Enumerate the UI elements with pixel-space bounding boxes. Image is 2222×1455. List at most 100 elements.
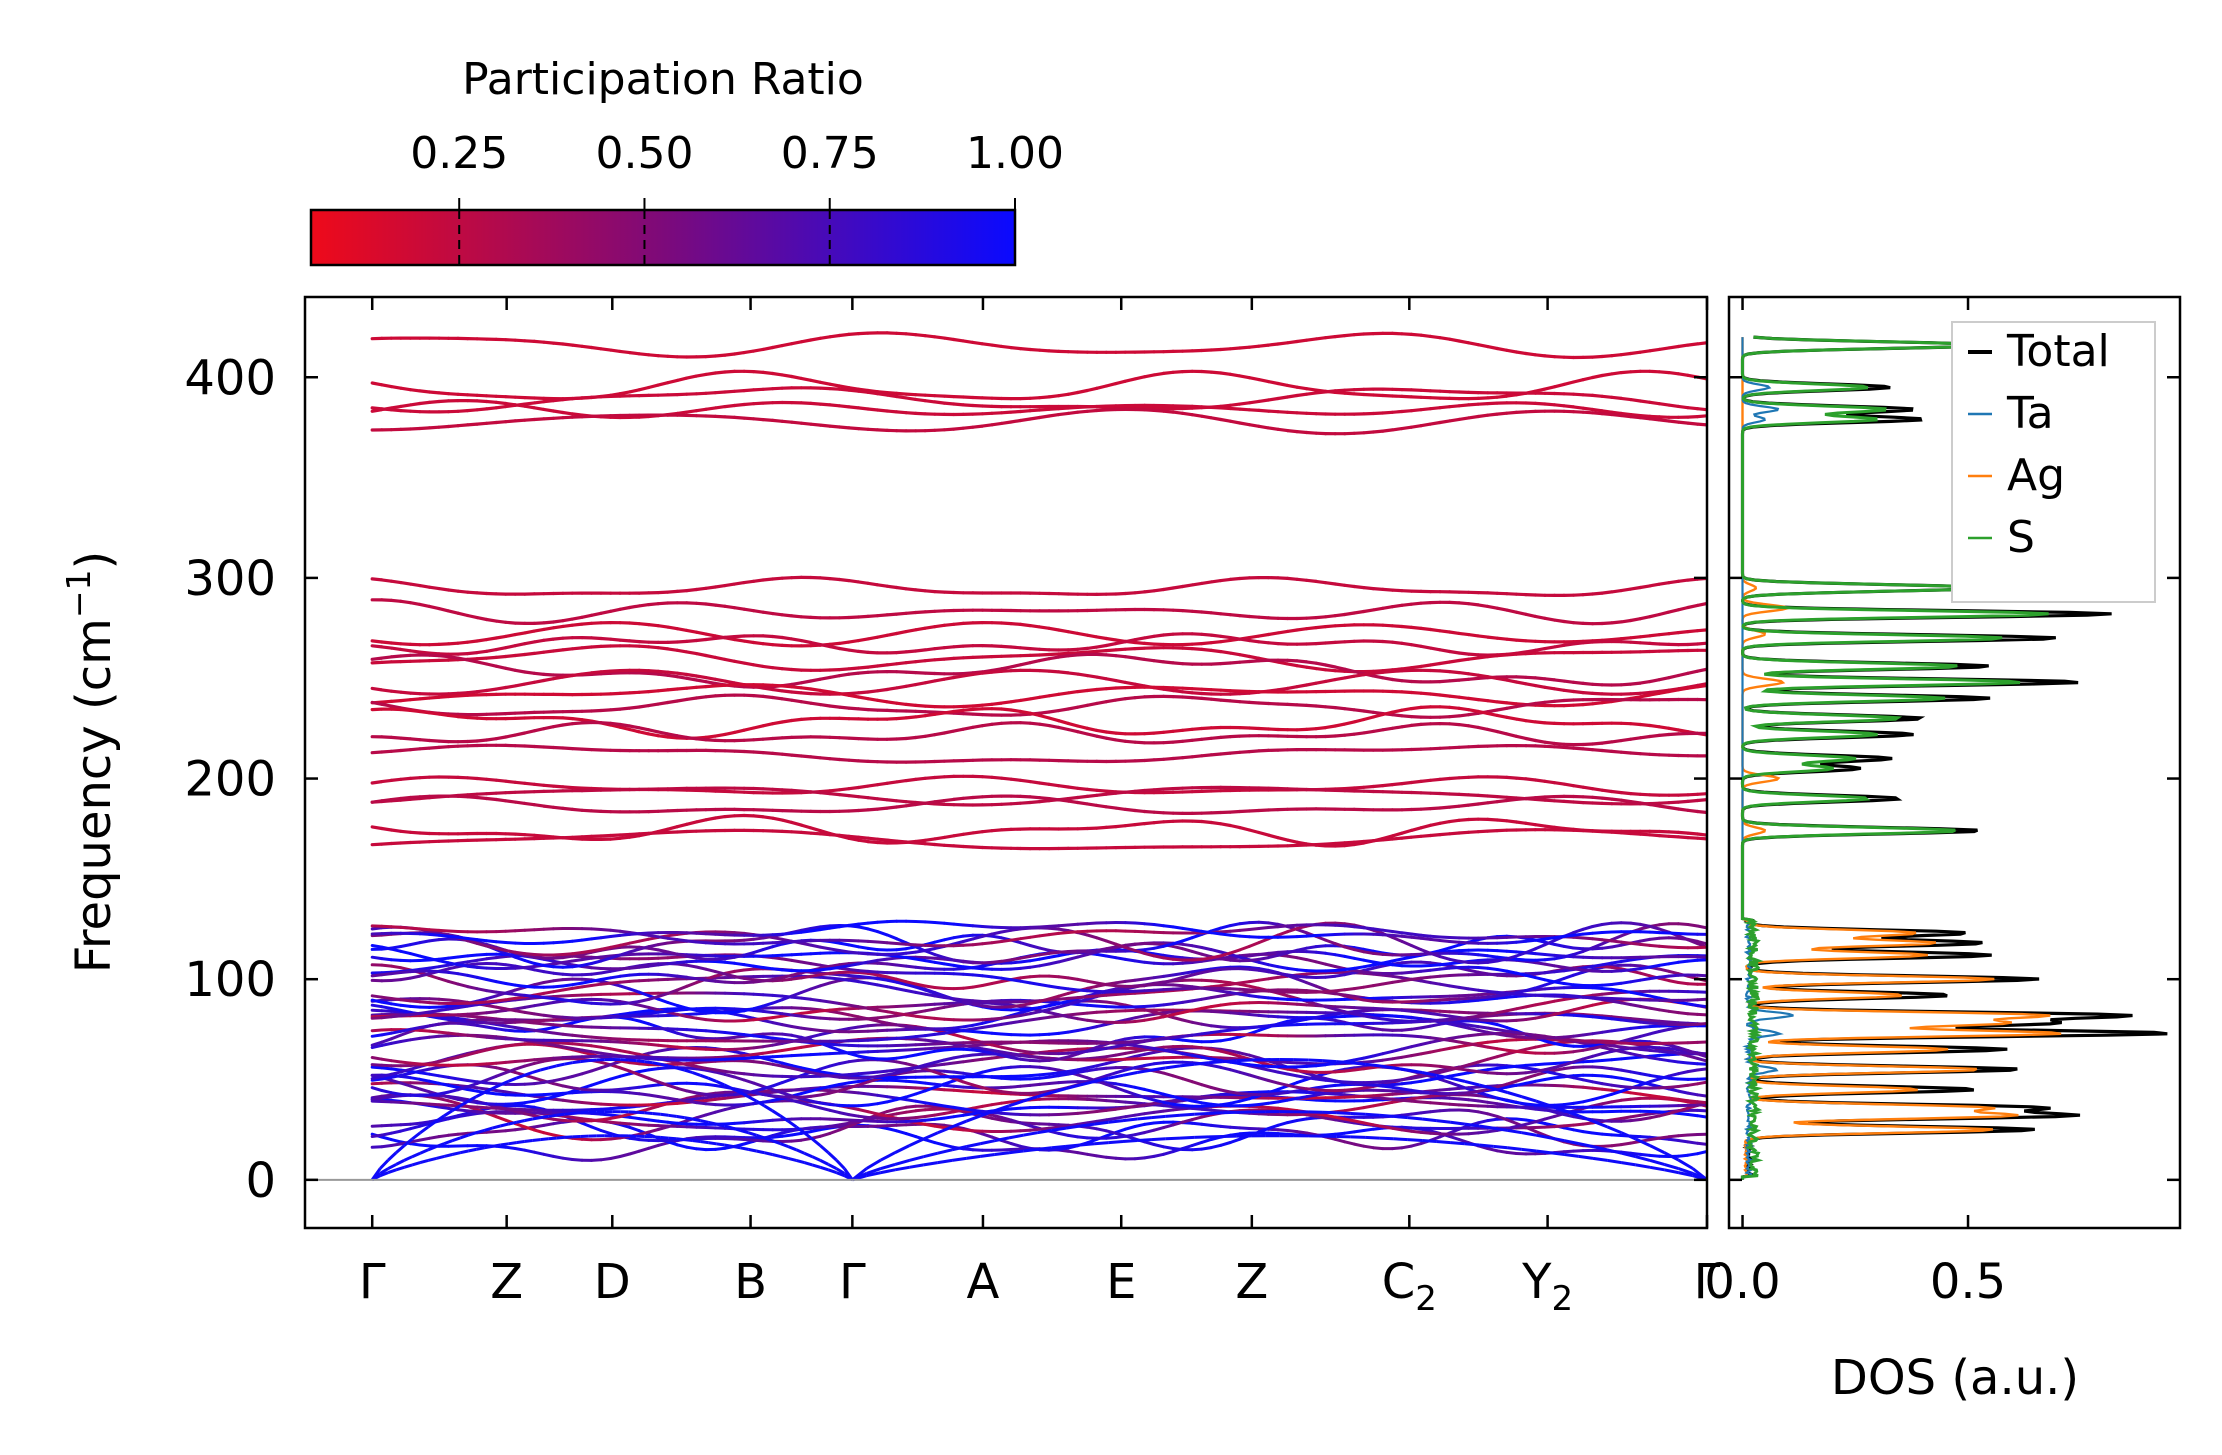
- band-segment: [904, 610, 918, 615]
- band-segment: [704, 406, 718, 411]
- band-segment: [627, 388, 641, 394]
- band-segment: [1695, 422, 1707, 427]
- band-segment: [1686, 342, 1700, 347]
- band-segment: [790, 681, 803, 687]
- band-segment: [904, 715, 918, 720]
- band-segment: [1438, 419, 1452, 425]
- band-segment: [1667, 608, 1681, 614]
- band-segment: [875, 408, 889, 413]
- band-segment: [1400, 706, 1414, 712]
- band-segment: [818, 702, 832, 708]
- band-segment: [1619, 618, 1633, 624]
- band-segment: [1018, 646, 1032, 651]
- band-segment: [904, 670, 918, 675]
- band-segment: [532, 678, 546, 684]
- band-segment: [1524, 612, 1538, 619]
- band-segment: [437, 586, 451, 592]
- colorbar: Participation Ratio 0.25 0.50 0.75 1.00: [309, 54, 1064, 267]
- band-segment: [1076, 652, 1089, 657]
- band-segment: [828, 382, 842, 388]
- band-segment: [1514, 350, 1528, 356]
- band-segment: [647, 702, 660, 708]
- band-segment: [1486, 708, 1499, 714]
- band-segment: [942, 709, 956, 715]
- band-segment: [1257, 632, 1271, 638]
- band-segment: [570, 615, 584, 621]
- band-segment: [485, 655, 498, 660]
- band-segment: [1047, 413, 1061, 418]
- band-segment: [1476, 343, 1490, 349]
- band-segment: [1381, 605, 1395, 610]
- band-segment: [1152, 408, 1166, 413]
- band-segment: [1629, 350, 1642, 356]
- band-segment: [561, 617, 575, 623]
- band-segment: [1076, 409, 1089, 414]
- band-segment: [1695, 836, 1707, 841]
- band-segment: [1390, 603, 1404, 609]
- band-segment: [837, 646, 851, 652]
- band-segment: [542, 407, 556, 413]
- band-segment: [1505, 608, 1518, 614]
- band-segment: [1648, 612, 1661, 619]
- band-segment: [1457, 339, 1471, 345]
- band-segment: [1285, 383, 1299, 389]
- band-segment: [1057, 719, 1070, 726]
- band-segment: [1657, 676, 1671, 682]
- band-segment: [494, 646, 508, 652]
- band-segment: [818, 576, 832, 581]
- band-segment: [656, 700, 670, 706]
- band-segment: [427, 425, 441, 430]
- band-segment: [1381, 710, 1395, 717]
- band-segment: [399, 647, 412, 653]
- band-segment: [1076, 703, 1089, 709]
- band-segment: [485, 1074, 498, 1082]
- band-segment: [742, 639, 756, 645]
- band-segment: [513, 403, 527, 408]
- band-segment: [1486, 675, 1499, 681]
- band-segment: [1104, 686, 1118, 691]
- band-segment: [1152, 730, 1166, 735]
- band-segment: [809, 701, 822, 707]
- band-segment: [370, 644, 384, 649]
- band-segment: [751, 609, 765, 614]
- colorbar-gradient: [309, 208, 1017, 267]
- band-segment: [1228, 419, 1242, 425]
- band-segment: [1448, 1081, 1461, 1088]
- band-segment: [1381, 669, 1395, 674]
- band-segment: [561, 673, 575, 679]
- band-segment: [933, 428, 946, 432]
- band-segment: [456, 693, 470, 698]
- band-segment: [990, 701, 1004, 706]
- band-segment: [1323, 668, 1337, 673]
- band-segment: [1648, 582, 1661, 588]
- band-segment: [704, 632, 718, 638]
- band-segment: [713, 414, 727, 419]
- band-segment: [1247, 376, 1261, 382]
- band-segment: [1238, 401, 1252, 406]
- band-segment: [1209, 611, 1223, 616]
- band-segment: [1466, 672, 1480, 677]
- band-segment: [627, 705, 641, 710]
- band-segment: [599, 708, 613, 713]
- band-segment: [999, 665, 1013, 671]
- band-segment: [1514, 680, 1528, 686]
- band-segment: [656, 646, 670, 651]
- band-segment: [637, 1073, 651, 1080]
- band-segment: [627, 351, 641, 356]
- band-segment: [952, 674, 965, 680]
- band-segment: [1676, 372, 1690, 377]
- band-segment: [704, 680, 718, 686]
- band-segment: [790, 698, 803, 704]
- band-segment: [780, 1077, 794, 1085]
- band-segment: [1466, 632, 1480, 638]
- band-segment: [542, 340, 556, 345]
- band-segment: [1495, 676, 1509, 682]
- band-segment: [627, 724, 641, 730]
- band-segment: [1409, 408, 1423, 413]
- band-segment: [399, 599, 412, 605]
- band-segment: [456, 714, 470, 720]
- band-segment: [761, 634, 775, 639]
- band-segment: [1552, 618, 1566, 624]
- band-segment: [1009, 698, 1023, 704]
- band-segment: [1247, 654, 1261, 660]
